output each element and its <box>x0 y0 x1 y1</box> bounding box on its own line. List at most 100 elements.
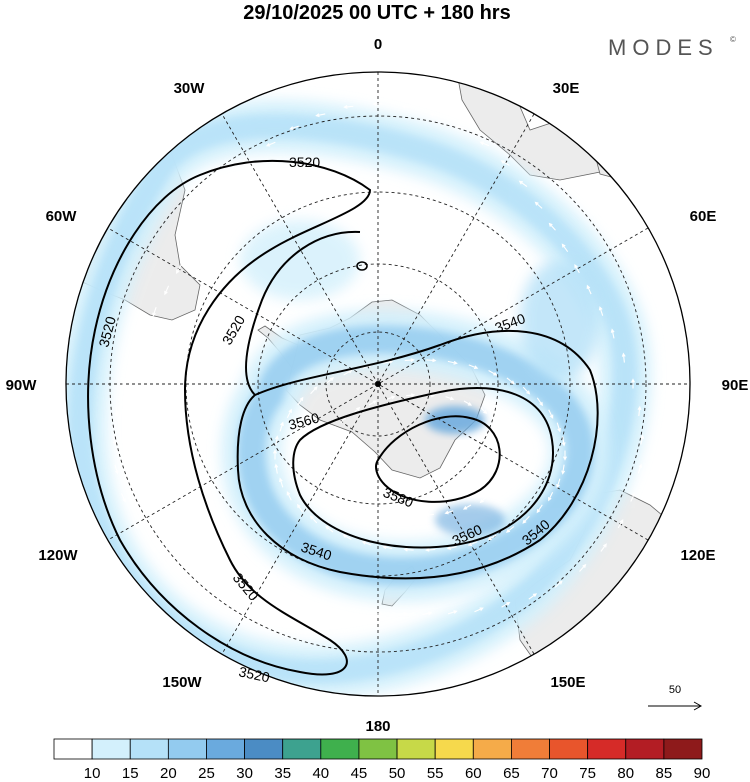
meridian-60e-120w <box>107 227 649 541</box>
wind-vector-arrow <box>487 534 497 541</box>
polar-map <box>66 72 690 696</box>
colorbar-tick-label: 10 <box>84 765 101 782</box>
wind-vector-arrow <box>121 379 125 390</box>
wind-vector-arrow <box>511 438 516 448</box>
wind-vectors <box>112 102 645 617</box>
lon-label-30w: 30W <box>174 80 206 97</box>
wind-vector-arrow <box>265 141 276 147</box>
wind-vector-arrow <box>463 400 473 406</box>
colorbar-swatch <box>129 738 169 760</box>
brand-copyright-mark: © <box>730 35 736 44</box>
reference-vector: 50 <box>648 684 703 711</box>
jet-band-outer-mid <box>68 114 638 684</box>
wind-vector-arrow <box>479 141 490 147</box>
wind-vector-arrow <box>500 160 510 166</box>
contour-3560 <box>292 387 554 549</box>
wind-vector-arrow <box>324 612 335 616</box>
wind-vector-arrow <box>299 610 310 615</box>
wind-vector-arrow <box>385 509 395 514</box>
wind-vector-arrow <box>426 358 437 363</box>
wind-vector-arrow <box>429 112 440 117</box>
wind-vector-arrow <box>548 491 554 502</box>
colorbar-tick-label: 40 <box>312 765 329 782</box>
wind-vector-arrow <box>140 329 145 340</box>
wind-vector-arrow <box>480 407 488 414</box>
wind-vector-arrow <box>474 607 484 613</box>
wind-vector-arrow <box>548 409 554 419</box>
wind-vector-arrow <box>494 416 500 425</box>
wind-vector-arrow <box>193 580 202 589</box>
wind-vector-arrow <box>424 512 434 517</box>
wind-vector-arrow <box>586 284 592 295</box>
colorbar-swatch <box>282 738 322 760</box>
wind-vector-arrow <box>445 396 455 401</box>
brand-logo: MODES <box>608 35 719 60</box>
wind-vector-arrow <box>563 450 567 461</box>
colorbar-swatch <box>434 738 474 760</box>
wind-vector-arrow <box>310 386 318 395</box>
contour-3520-small-low <box>356 261 368 271</box>
wind-vector-arrow <box>382 545 393 550</box>
colorbar-tick-label: 50 <box>389 765 406 782</box>
wind-vector-arrow <box>561 464 566 475</box>
wind-vector-arrow <box>610 328 615 339</box>
lon-label-150e: 150E <box>550 674 585 691</box>
lon-label-0: 0 <box>374 36 382 53</box>
contour-3520-inner <box>245 230 361 396</box>
wind-vector-arrow <box>522 515 530 524</box>
wind-vector-arrow <box>353 406 361 414</box>
wind-vector-arrow <box>129 353 134 364</box>
wind-vector-arrow <box>554 580 563 588</box>
lon-label-90e: 90E <box>722 377 749 394</box>
wind-vector-arrow <box>274 463 279 474</box>
wind-vector-arrow <box>132 519 139 529</box>
reference-vector-arrow-head <box>693 701 703 711</box>
wind-vector-arrow <box>213 201 221 210</box>
wind-vector-arrow <box>468 364 479 370</box>
wind-vector-arrow <box>340 485 346 494</box>
wind-vector-arrow <box>349 612 360 617</box>
wind-vector-arrow <box>425 547 436 552</box>
wind-vector-arrow <box>286 408 292 419</box>
wind-vector-arrow <box>152 307 157 317</box>
lon-label-120e: 120E <box>680 547 715 564</box>
map-frame <box>65 71 691 697</box>
wind-vector-arrow <box>273 449 277 460</box>
wind-vector-arrow <box>176 264 182 274</box>
wind-vector-arrow <box>504 475 509 485</box>
wind-vector-arrow <box>343 105 354 109</box>
wind-vector-arrow <box>446 546 457 550</box>
wind-vector-arrow <box>114 464 119 475</box>
colorbar-swatch <box>320 738 360 760</box>
contour-3520-outer <box>87 159 372 676</box>
contour-label-3520-top: 3520 <box>289 154 320 170</box>
lon-label-60e: 60E <box>690 208 717 225</box>
colorbar-swatch <box>358 738 398 760</box>
wind-vector-arrow <box>404 512 415 517</box>
south-pole-marker <box>375 381 381 387</box>
colorbar-tick-label: 30 <box>236 765 253 782</box>
colorbar-tick-label: 15 <box>122 765 139 782</box>
reference-vector-label: 50 <box>669 684 681 696</box>
wind-vector-arrow <box>518 180 528 188</box>
wind-vector-arrow <box>315 113 326 118</box>
wind-vector-arrow <box>621 352 626 363</box>
wind-vector-arrow <box>501 601 511 608</box>
wind-vector-arrow <box>561 243 569 253</box>
wind-vector-arrow <box>536 504 543 514</box>
wind-vector-arrow <box>170 564 178 573</box>
wind-vector-arrow <box>505 526 515 533</box>
wind-vector-arrow <box>447 360 458 365</box>
colorbar-swatch <box>206 738 245 760</box>
wind-vector-arrow <box>493 486 500 495</box>
contour-label-3560-west: 3560 <box>287 409 321 433</box>
wind-vector-arrow <box>372 102 383 106</box>
wind-vector-arrow <box>199 223 207 232</box>
colorbar-swatch <box>167 738 207 760</box>
wind-vector-arrow <box>120 493 126 503</box>
wind-vector-arrow <box>324 462 329 472</box>
jet-max-core-east <box>425 406 485 434</box>
meridian-150e-30w <box>221 113 535 655</box>
contour-3540 <box>236 330 599 580</box>
